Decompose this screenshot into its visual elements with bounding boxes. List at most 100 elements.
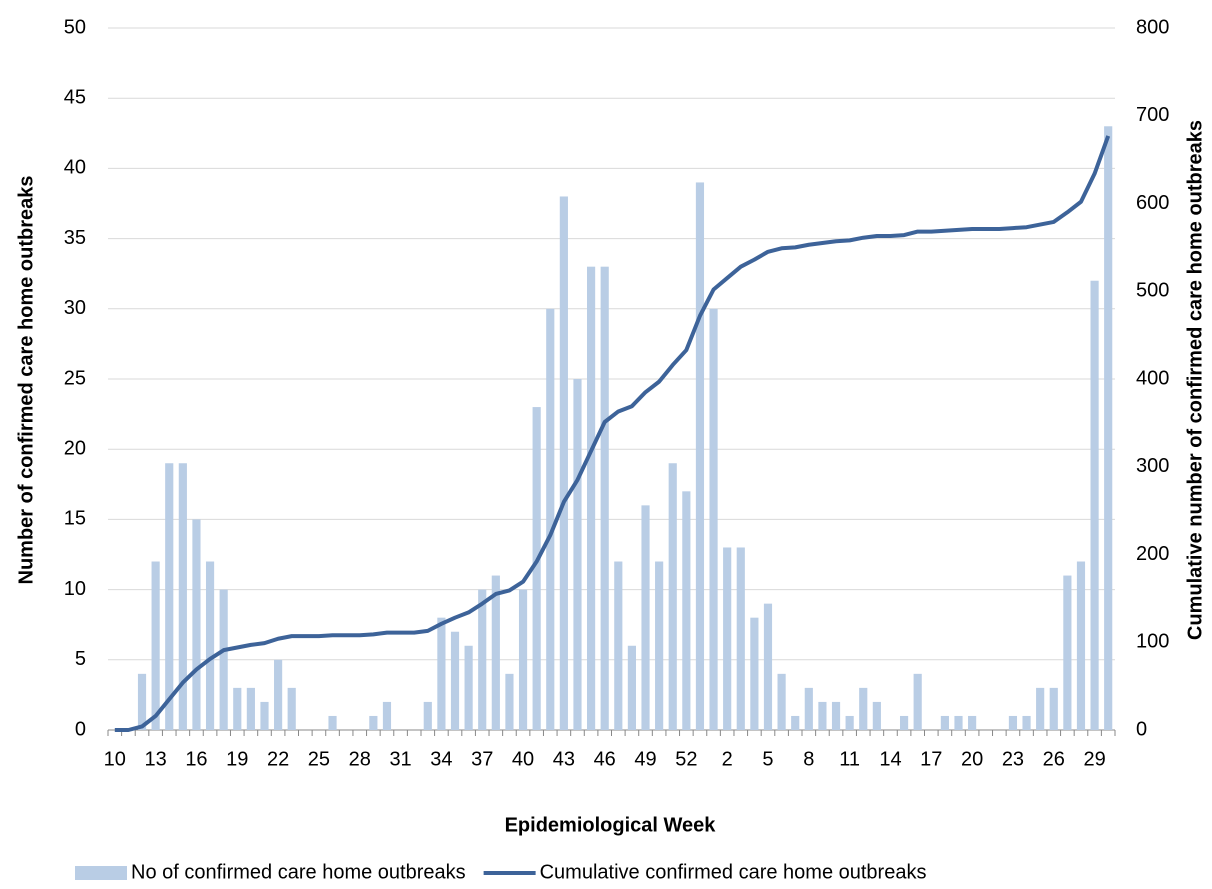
x-tick-label: 46 [594, 748, 616, 770]
bar [818, 701, 827, 730]
x-tick-label: 16 [185, 748, 207, 770]
bar [246, 687, 255, 730]
bar [791, 715, 800, 730]
x-tick-label: 34 [430, 748, 452, 770]
bar [968, 715, 977, 730]
y2-tick-label: 200 [1136, 543, 1169, 565]
bar [274, 659, 283, 730]
bar [260, 701, 269, 730]
bar [1036, 687, 1045, 730]
y-tick-label: 30 [64, 297, 86, 319]
bar [573, 379, 582, 730]
x-tick-label: 10 [104, 748, 126, 770]
bar [668, 463, 677, 730]
x-tick-label: 5 [762, 748, 773, 770]
y2-tick-label: 100 [1136, 631, 1169, 653]
legend-swatch [75, 866, 127, 880]
bar [1090, 280, 1099, 730]
bar [505, 673, 514, 730]
x-tick-label: 52 [675, 748, 697, 770]
bar [1022, 715, 1031, 730]
y2-tick-label: 700 [1136, 104, 1169, 126]
bar [940, 715, 949, 730]
bar [845, 715, 854, 730]
bar [464, 645, 473, 730]
y2-tick-label: 300 [1136, 455, 1169, 477]
bar [655, 561, 664, 730]
x-tick-label: 26 [1043, 748, 1065, 770]
bar [219, 589, 228, 730]
y-tick-label: 40 [64, 157, 86, 179]
y-tick-label: 35 [64, 227, 86, 249]
bar [233, 687, 242, 730]
bar [600, 266, 609, 730]
bar [831, 701, 841, 730]
bar [913, 673, 922, 730]
bar [369, 715, 378, 730]
x-tick-label: 11 [839, 748, 860, 770]
bar [205, 561, 215, 730]
bar [723, 547, 732, 730]
bar [532, 407, 541, 730]
bar [736, 547, 745, 730]
x-tick-label: 31 [389, 748, 411, 770]
y2-tick-label: 0 [1136, 718, 1147, 740]
bar [899, 715, 909, 730]
bar [1063, 575, 1072, 730]
y-tick-label: 20 [64, 437, 86, 459]
line [114, 135, 1111, 732]
x-tick-label: 8 [803, 748, 814, 770]
y2-tick-label: 500 [1136, 280, 1169, 302]
bar [954, 715, 963, 730]
bar [1104, 126, 1113, 730]
bar [763, 603, 773, 730]
bar [165, 463, 174, 730]
bar [804, 687, 813, 730]
bar [641, 505, 650, 730]
bar [1008, 715, 1018, 730]
bar [872, 701, 881, 730]
y-tick-label: 45 [64, 86, 86, 108]
x-axis-title: Epidemiological Week [505, 814, 717, 836]
y-tick-label: 50 [64, 16, 86, 38]
bar [437, 617, 446, 730]
y-tick-label: 0 [75, 718, 86, 740]
bar [192, 519, 201, 730]
bar [546, 308, 555, 730]
bar [178, 463, 187, 730]
x-tick-label: 19 [226, 748, 248, 770]
x-tick-label: 2 [722, 748, 733, 770]
y2-tick-label: 600 [1136, 192, 1169, 214]
bar [423, 701, 432, 730]
y-axis-title: Number of confirmed care home outbreaks [15, 176, 37, 585]
x-tick-label: 23 [1002, 748, 1024, 770]
x-tick-label: 37 [471, 748, 493, 770]
bar [518, 589, 528, 730]
x-tick-label: 14 [879, 748, 901, 770]
bar [587, 266, 596, 730]
x-tick-label: 28 [349, 748, 371, 770]
y-tick-label: 25 [64, 367, 86, 389]
bar [151, 561, 160, 730]
x-tick-label: 20 [961, 748, 983, 770]
bar [137, 673, 147, 730]
bar [1049, 687, 1058, 730]
x-tick-label: 49 [634, 748, 656, 770]
bar [777, 673, 786, 730]
x-tick-label: 25 [308, 748, 330, 770]
y-tick-label: 15 [64, 508, 86, 530]
bar [709, 308, 718, 730]
x-tick-label: 22 [267, 748, 289, 770]
bar [382, 701, 392, 730]
bar [287, 687, 296, 730]
y2-axis-title: Cumulative number of confirmed care home… [1184, 120, 1206, 640]
bar [491, 575, 500, 730]
legend-label: No of confirmed care home outbreaks [131, 861, 466, 883]
bar [1076, 561, 1086, 730]
y-tick-label: 10 [64, 578, 86, 600]
bar [627, 645, 636, 730]
y-tick-label: 5 [75, 648, 86, 670]
x-tick-label: 40 [512, 748, 534, 770]
y2-tick-label: 800 [1136, 16, 1169, 38]
